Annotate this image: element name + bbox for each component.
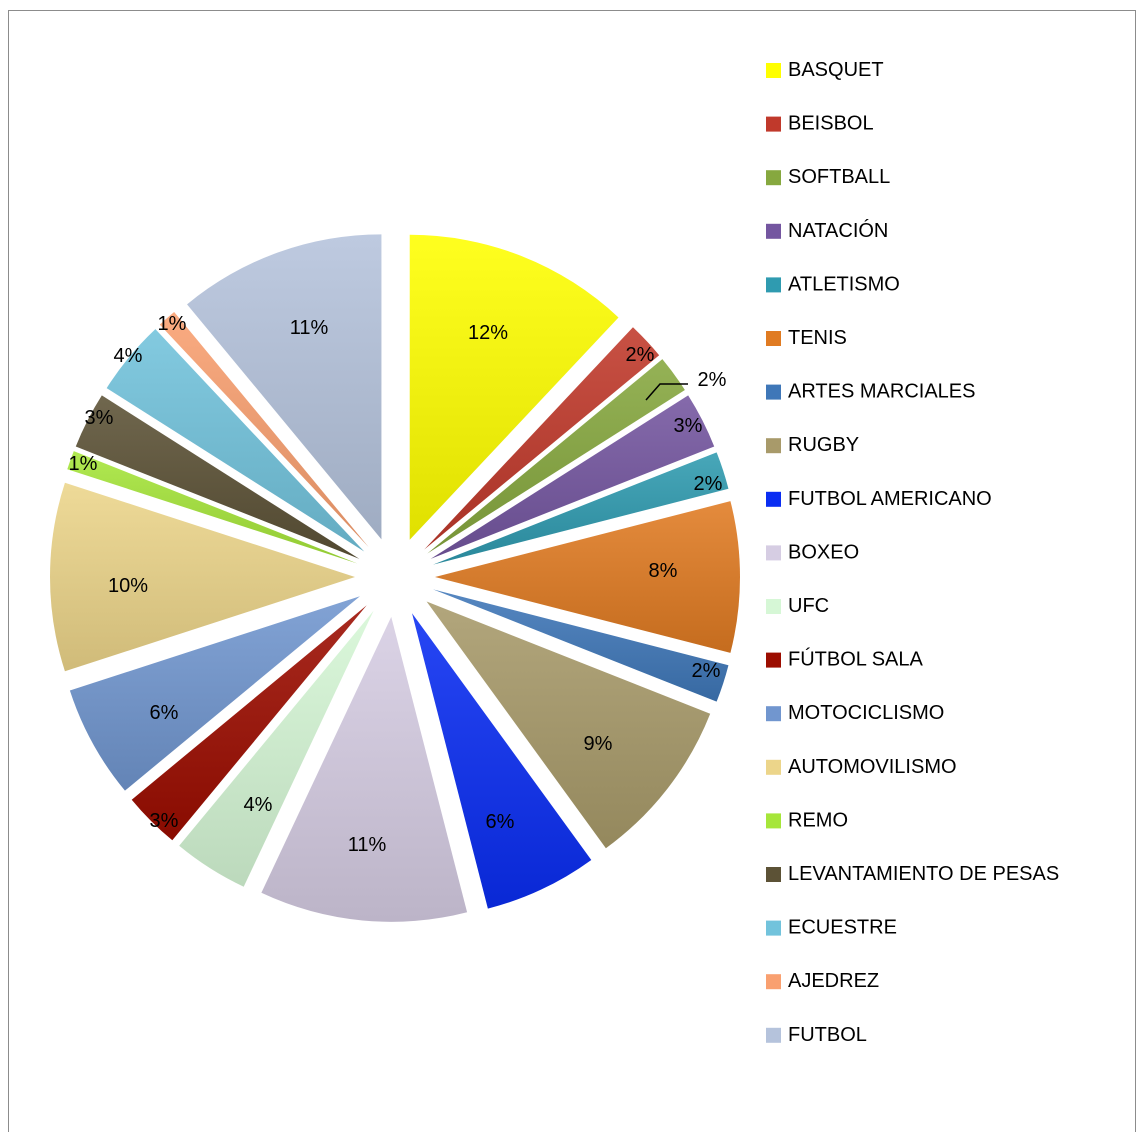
- legend-label-tenis: TENIS: [788, 327, 847, 349]
- data-label-beisbol: 2%: [626, 344, 655, 366]
- legend-swatch-motociclismo: [766, 706, 781, 722]
- legend-swatch-ecuestre: [766, 920, 781, 936]
- slice-boxeo: [261, 616, 468, 922]
- legend-label-levantamiento-de-pesas: LEVANTAMIENTO DE PESAS: [788, 863, 1059, 885]
- data-labels: 12% 2% 2% 3% 2% 8% 2% 9% 6% 11% 4% 3% 6% 10% 1% 3% 4% 1% 1…: [69, 313, 727, 856]
- slice-rugby: [426, 601, 711, 849]
- legend-swatch-tenis: [766, 331, 781, 346]
- legend-label-atletismo: ATLETISMO: [788, 273, 900, 295]
- legend: BASQUET BEISBOL SOFTBALL NATACIÓN ATLETISMO T…: [766, 59, 1059, 1046]
- chart-frame: [8, 10, 1136, 1132]
- legend-swatch-levantamiento-de-pesas: [766, 867, 781, 882]
- legend-label-natacion: NATACIÓN: [788, 219, 888, 242]
- legend-label-futbol-americano: FUTBOL AMERICANO: [788, 488, 992, 510]
- legend-swatch-ajedrez: [766, 974, 781, 990]
- data-label-natacion: 3%: [674, 415, 703, 437]
- legend-label-futbol: FUTBOL: [788, 1024, 867, 1046]
- leader-line-softball: [645, 383, 688, 401]
- data-label-motociclismo: 6%: [150, 702, 179, 724]
- legend-label-futbol-sala: FÚTBOL SALA: [788, 648, 924, 671]
- data-label-ufc: 4%: [244, 794, 273, 816]
- slice-levantamiento-de-pesas: [75, 395, 360, 559]
- legend-label-basquet: BASQUET: [788, 59, 884, 81]
- slice-ajedrez: [159, 311, 369, 547]
- data-label-softball: 2%: [698, 369, 727, 391]
- slice-tenis: [435, 501, 740, 653]
- slice-basquet: [409, 234, 619, 540]
- leader-lines: [645, 383, 688, 401]
- pie-slices: [50, 234, 740, 922]
- data-label-basquet: 12%: [468, 322, 508, 344]
- data-label-atletismo: 2%: [694, 473, 723, 495]
- legend-swatch-boxeo: [766, 545, 781, 561]
- slice-artes-marciales: [433, 589, 729, 702]
- data-label-rugby: 9%: [584, 733, 613, 755]
- slice-ufc: [179, 610, 374, 887]
- slice-automovilismo: [50, 482, 356, 672]
- slice-atletismo: [433, 452, 729, 565]
- legend-swatch-futbol: [766, 1027, 781, 1043]
- data-label-remo: 1%: [69, 453, 98, 475]
- legend-label-rugby: RUGBY: [788, 434, 859, 456]
- data-label-futbol: 11%: [290, 317, 329, 339]
- slice-ecuestre: [106, 329, 365, 552]
- slice-softball: [427, 359, 685, 554]
- legend-label-motociclismo: MOTOCICLISMO: [788, 702, 944, 724]
- legend-label-ajedrez: AJEDREZ: [788, 970, 879, 992]
- slice-natacion: [430, 395, 715, 559]
- data-label-ajedrez: 1%: [158, 313, 187, 335]
- legend-swatch-natacion: [766, 223, 781, 239]
- legend-swatch-futbol-americano: [766, 491, 781, 507]
- legend-label-artes-marciales: ARTES MARCIALES: [788, 381, 975, 403]
- legend-label-ufc: UFC: [788, 595, 829, 617]
- slice-futbol-sala: [131, 605, 367, 841]
- slice-remo: [67, 451, 358, 564]
- data-label-levantamiento-de-pesas: 3%: [85, 407, 114, 429]
- legend-label-boxeo: BOXEO: [788, 541, 859, 563]
- legend-swatch-remo: [766, 813, 781, 829]
- data-label-automovilismo: 10%: [108, 575, 148, 597]
- legend-label-softball: SOFTBALL: [788, 166, 890, 188]
- slice-futbol-americano: [412, 613, 592, 909]
- legend-swatch-artes-marciales: [766, 384, 781, 400]
- slice-motociclismo: [69, 596, 360, 791]
- legend-swatch-softball: [766, 170, 781, 186]
- data-label-boxeo: 11%: [348, 834, 387, 856]
- legend-swatch-rugby: [766, 438, 781, 454]
- legend-label-remo: REMO: [788, 809, 848, 831]
- legend-label-beisbol: BEISBOL: [788, 113, 874, 135]
- legend-swatch-beisbol: [766, 116, 781, 132]
- legend-label-ecuestre: ECUESTRE: [788, 917, 897, 939]
- legend-swatch-futbol-sala: [766, 652, 781, 668]
- legend-swatch-ufc: [766, 599, 781, 614]
- data-label-artes-marciales: 2%: [692, 660, 721, 682]
- legend-swatch-atletismo: [766, 277, 781, 293]
- legend-label-automovilismo: AUTOMOVILISMO: [788, 756, 957, 778]
- data-label-futbol-americano: 6%: [486, 811, 515, 833]
- data-label-ecuestre: 4%: [114, 345, 143, 367]
- slice-beisbol: [424, 327, 660, 550]
- data-label-tenis: 8%: [649, 560, 678, 582]
- legend-swatch-basquet: [766, 63, 781, 78]
- slice-futbol: [187, 234, 382, 540]
- data-label-futbol-sala: 3%: [150, 810, 179, 832]
- legend-swatch-automovilismo: [766, 759, 781, 775]
